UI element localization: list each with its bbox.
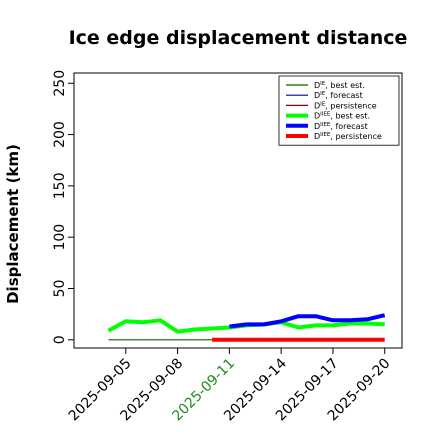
series-layer <box>107 313 386 342</box>
y-tick-label: 200 <box>52 121 68 148</box>
legend-entry: DIIEE, best est. <box>314 112 370 121</box>
chart-title: Ice edge displacement distance <box>69 27 408 49</box>
legend-entry: DIIEE, forecast <box>314 122 368 131</box>
legend-entry: DIIEE, persistence <box>314 132 382 141</box>
y-axis: 0 50 100 150 200 250 <box>52 70 74 344</box>
legend-entry: DIE, persistence <box>314 101 377 110</box>
y-axis-label: Displacement (km) <box>4 144 22 304</box>
y-tick-label: 50 <box>52 280 68 298</box>
x-axis: 2025-09-052025-09-082025-09-112025-09-14… <box>66 348 394 424</box>
y-tick-label: 0 <box>52 335 68 344</box>
plot-frame <box>73 72 403 349</box>
y-tick-label: 150 <box>52 173 68 200</box>
y-tick-label: 250 <box>52 70 68 97</box>
series-line <box>229 313 386 329</box>
y-tick-label: 100 <box>52 224 68 251</box>
legend-entry: DIE, best est. <box>314 81 365 90</box>
legend-box <box>278 75 400 146</box>
legend-entry: DIE, forecast <box>314 91 363 100</box>
